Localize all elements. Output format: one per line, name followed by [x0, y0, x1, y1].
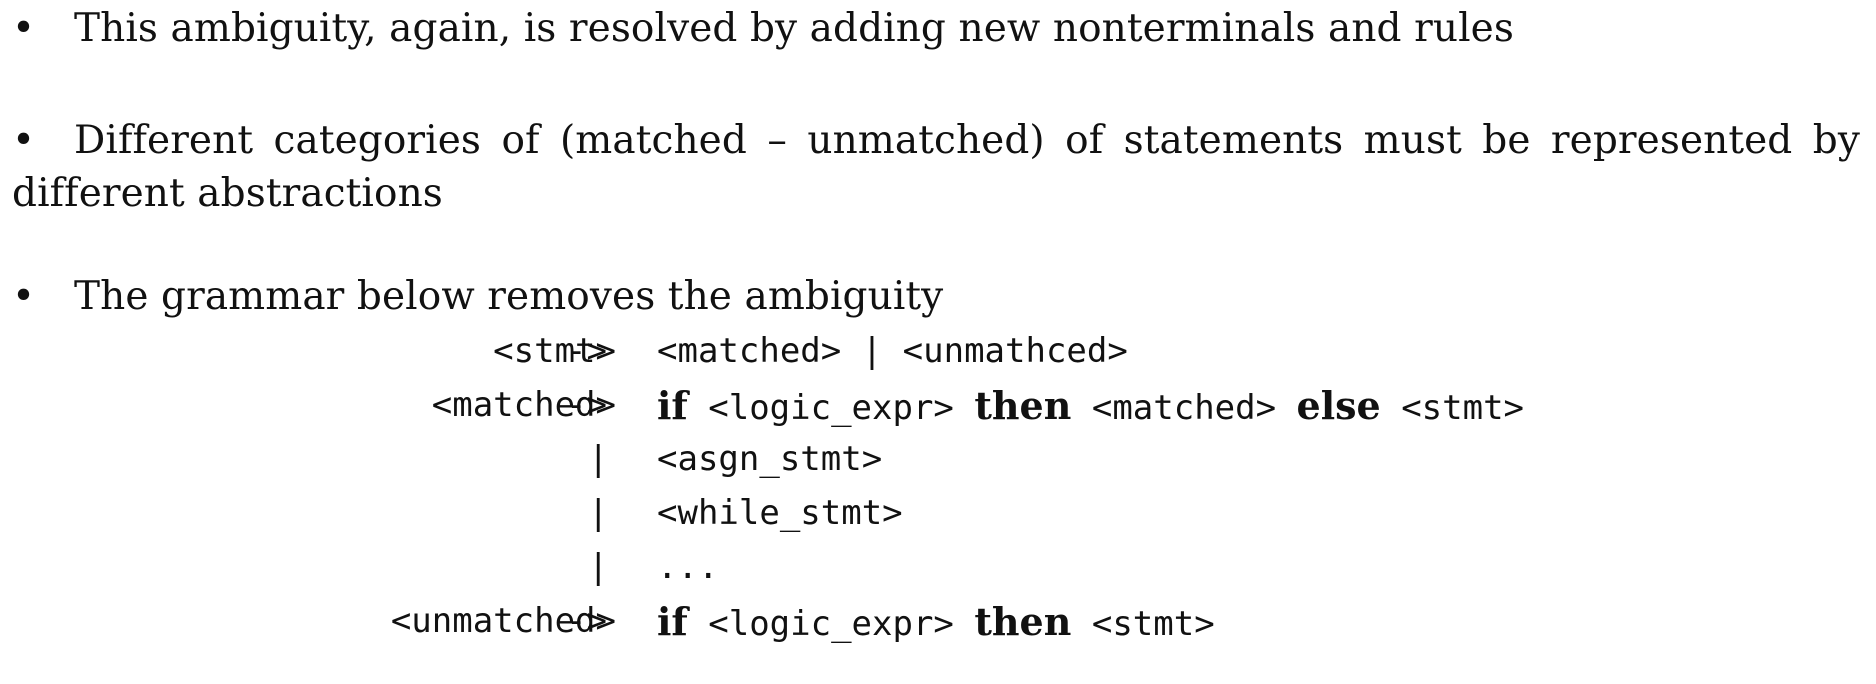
rule-rhs: <while_stmt>: [657, 487, 903, 540]
rule-arrow: ->: [566, 331, 607, 371]
keyword-token: then: [974, 599, 1072, 644]
symbol-token: <unmathced>: [902, 331, 1128, 371]
grammar-rule-row: | <while_stmt>: [0, 487, 1876, 540]
rule-rhs: ...: [657, 541, 718, 594]
symbol-token: <stmt>: [1071, 604, 1215, 644]
symbol-token: <matched>: [1071, 388, 1297, 428]
alternative-bar: |: [588, 547, 609, 587]
symbol-token: <logic_expr>: [687, 388, 975, 428]
alternative-bar: |: [588, 439, 609, 479]
bullet-icon: •: [12, 6, 36, 51]
rule-arrow: ->: [566, 385, 607, 425]
grammar-rule-row: <unmatched> -> if <logic_expr> then <stmt>: [0, 595, 1876, 648]
rule-lhs: <stmt>: [493, 331, 616, 371]
rule-rhs: <matched> | <unmathced>: [657, 325, 1128, 378]
symbol-token: <stmt>: [1380, 388, 1525, 428]
bullet-text-1: This ambiguity, again, is resolved by ad…: [74, 6, 1514, 51]
bullet-icon: •: [12, 118, 36, 163]
rule-lhs: <matched>: [431, 385, 616, 425]
rule-lhs: <unmatched>: [390, 601, 616, 641]
grammar-rule-row: | <asgn_stmt>: [0, 433, 1876, 486]
alternative-bar: |: [588, 493, 609, 533]
bullet-item-1: • This ambiguity, again, is resolved by a…: [12, 2, 1860, 55]
grammar-rule-row: |...: [0, 541, 1876, 594]
rule-arrow: ->: [566, 601, 607, 641]
rule-rhs: if <logic_expr> then <matched> else <stm…: [657, 379, 1524, 435]
symbol-token: <asgn_stmt>: [657, 439, 883, 479]
keyword-token: else: [1296, 383, 1381, 428]
symbol-token: |: [841, 331, 903, 371]
bullet-text-2: Different categories of (matched – unmat…: [12, 118, 1860, 216]
rule-rhs: if <logic_expr> then <stmt>: [657, 595, 1215, 651]
grammar-rule-row: <matched> -> if <logic_expr> then <matched…: [0, 379, 1876, 432]
grammar-rule-row: <stmt> -> <matched> | <unmathced>: [0, 325, 1876, 378]
symbol-token: <logic_expr>: [687, 604, 975, 644]
symbol-token: <matched>: [657, 331, 842, 371]
bullet-text-3: The grammar below removes the ambiguity: [74, 274, 944, 319]
bullet-item-2: • Different categories of (matched – unma…: [12, 114, 1860, 220]
rule-rhs: <asgn_stmt>: [657, 433, 882, 486]
bullet-icon: •: [12, 274, 36, 319]
symbol-token: <while_stmt>: [657, 493, 903, 533]
keyword-token: if: [657, 383, 688, 428]
bullet-item-3: • The grammar below removes the ambiguity: [12, 270, 1860, 323]
symbol-token: ...: [657, 547, 719, 587]
keyword-token: if: [657, 599, 688, 644]
keyword-token: then: [974, 383, 1072, 428]
